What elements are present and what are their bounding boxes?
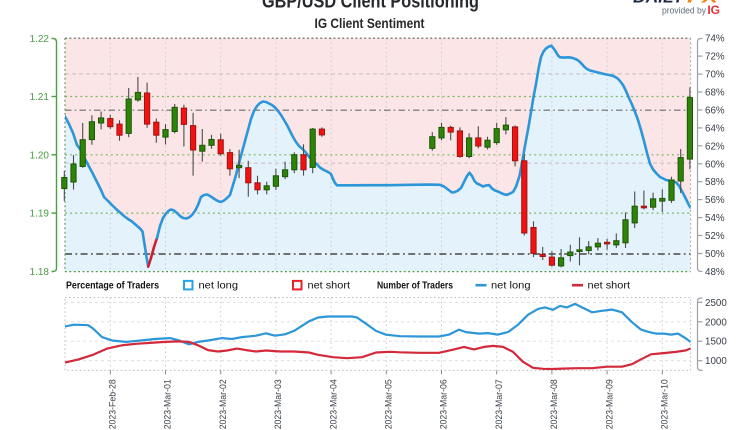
svg-text:66%: 66%	[705, 106, 725, 117]
svg-text:1.18: 1.18	[30, 267, 50, 278]
svg-text:2023-Mar-04: 2023-Mar-04	[328, 379, 339, 430]
svg-text:2000: 2000	[705, 317, 727, 328]
svg-text:2023-Mar-07: 2023-Mar-07	[494, 379, 505, 429]
svg-text:FX: FX	[687, 0, 720, 7]
svg-text:56%: 56%	[705, 195, 725, 206]
svg-text:IG: IG	[707, 3, 720, 17]
svg-text:52%: 52%	[705, 231, 725, 242]
svg-text:1.19: 1.19	[30, 209, 50, 220]
svg-text:2023-Mar-01: 2023-Mar-01	[163, 379, 174, 429]
svg-text:72%: 72%	[705, 52, 725, 63]
svg-text:net long: net long	[491, 281, 531, 292]
svg-text:58%: 58%	[705, 177, 725, 188]
svg-text:2023-Mar-10: 2023-Mar-10	[660, 379, 671, 429]
svg-text:2023-Mar-05: 2023-Mar-05	[384, 379, 395, 429]
svg-text:1.21: 1.21	[30, 92, 50, 103]
svg-text:2023-Feb-28: 2023-Feb-28	[108, 379, 119, 429]
svg-text:60%: 60%	[705, 159, 725, 170]
svg-text:Percentage of Traders: Percentage of Traders	[66, 281, 159, 292]
svg-text:2023-Mar-03: 2023-Mar-03	[273, 379, 284, 429]
svg-text:net short: net short	[588, 281, 631, 292]
svg-text:54%: 54%	[705, 213, 725, 224]
svg-text:70%: 70%	[705, 70, 725, 81]
svg-text:1500: 1500	[705, 337, 727, 348]
svg-text:2023-Mar-06: 2023-Mar-06	[439, 379, 450, 429]
svg-text:2023-Mar-08: 2023-Mar-08	[549, 379, 560, 429]
svg-text:64%: 64%	[705, 123, 725, 134]
svg-text:net long: net long	[199, 281, 239, 292]
svg-text:DAILY: DAILY	[633, 0, 685, 7]
svg-text:2023-Mar-02: 2023-Mar-02	[218, 379, 229, 429]
svg-text:net short: net short	[308, 281, 351, 292]
svg-text:IG Client Sentiment: IG Client Sentiment	[315, 16, 425, 31]
svg-text:2023-Mar-09: 2023-Mar-09	[604, 379, 615, 429]
svg-text:1.20: 1.20	[30, 150, 50, 161]
svg-text:48%: 48%	[705, 267, 725, 278]
svg-text:Number of Traders: Number of Traders	[377, 281, 453, 292]
svg-text:2500: 2500	[705, 298, 727, 309]
svg-text:74%: 74%	[705, 34, 725, 45]
svg-text:1000: 1000	[705, 356, 727, 367]
svg-text:GBP/USD Client Positioning: GBP/USD Client Positioning	[262, 0, 479, 13]
svg-text:68%: 68%	[705, 88, 725, 99]
svg-text:provided by: provided by	[662, 6, 706, 17]
svg-text:62%: 62%	[705, 141, 725, 152]
svg-text:1.22: 1.22	[30, 34, 50, 45]
svg-text:50%: 50%	[705, 249, 725, 260]
